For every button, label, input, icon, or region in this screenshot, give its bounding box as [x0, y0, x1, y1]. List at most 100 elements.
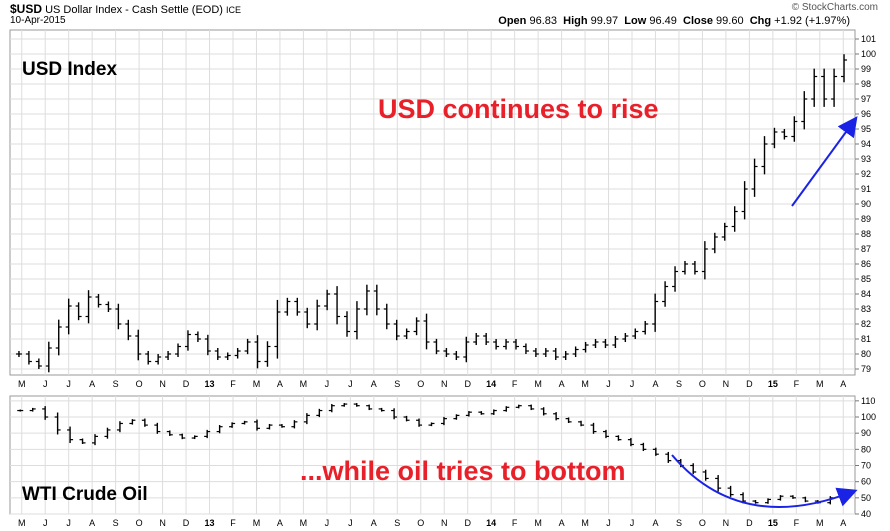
- usd-xtick-label: 15: [768, 379, 778, 389]
- oil-ytick-label: 80: [861, 444, 871, 454]
- usd-ytick-label: 85: [861, 274, 871, 284]
- oil-xtick-label: F: [794, 518, 800, 528]
- usd-xtick-label: D: [746, 379, 753, 389]
- chart-date: 10-Apr-2015: [10, 15, 66, 26]
- oil-xtick-label: J: [325, 518, 330, 528]
- oil-xtick-label: M: [300, 518, 308, 528]
- usd-xtick-label: S: [394, 379, 400, 389]
- oil-xtick-label: A: [371, 518, 377, 528]
- usd-xtick-label: A: [652, 379, 658, 389]
- oil-panel-frame: [9, 395, 856, 515]
- usd-ytick-label: 83: [861, 304, 871, 314]
- usd-ytick-label: 96: [861, 109, 871, 119]
- oil-xtick-label: S: [113, 518, 119, 528]
- usd-xtick-label: J: [66, 379, 71, 389]
- usd-xtick-label: F: [512, 379, 518, 389]
- usd-ytick-label: 99: [861, 64, 871, 74]
- oil-xtick-label: N: [159, 518, 166, 528]
- usd-xtick-label: A: [277, 379, 283, 389]
- oil-ytick-label: 100: [861, 412, 876, 422]
- usd-xtick-label: J: [325, 379, 330, 389]
- oil-xtick-label: F: [230, 518, 236, 528]
- oil-annotation: ...while oil tries to bottom: [300, 456, 626, 486]
- usd-xtick-label: S: [676, 379, 682, 389]
- oil-xtick-label: J: [606, 518, 611, 528]
- low-value: 96.49: [649, 15, 677, 27]
- oil-xtick-label: J: [630, 518, 635, 528]
- oil-ytick-label: 90: [861, 428, 871, 438]
- usd-ytick-label: 81: [861, 334, 871, 344]
- oil-xtick-label: 15: [768, 518, 778, 528]
- usd-y-axis: 79 80 81 82 83 84 85 86 87 88 89 90 91 92 93 94 95 96 97 98…: [855, 34, 876, 374]
- oil-xtick-label: A: [89, 518, 95, 528]
- usd-xtick-label: A: [89, 379, 95, 389]
- high-value: 99.97: [590, 15, 619, 27]
- usd-xtick-label: O: [699, 379, 706, 389]
- usd-ytick-label: 93: [861, 154, 871, 164]
- open-label: Open: [498, 15, 527, 27]
- oil-xtick-label: 14: [486, 518, 496, 528]
- usd-ytick-label: 84: [861, 289, 871, 299]
- usd-xtick-label: M: [253, 379, 261, 389]
- usd-ytick-label: 90: [861, 199, 871, 209]
- usd-xtick-label: J: [606, 379, 611, 389]
- exchange: ICE: [226, 5, 242, 15]
- chart-header-line1: $USD US Dollar Index - Cash Settle (EOD)…: [10, 2, 241, 16]
- oil-xtick-label: 13: [205, 518, 215, 528]
- usd-ytick-label: 88: [861, 229, 871, 239]
- usd-xtick-label: F: [230, 379, 236, 389]
- usd-ytick-label: 79: [861, 364, 871, 374]
- oil-series: [17, 403, 846, 505]
- oil-xtick-label: A: [559, 518, 565, 528]
- close-value: 99.60: [716, 15, 744, 27]
- oil-xtick-label: S: [394, 518, 400, 528]
- oil-bottom-arrow: [671, 454, 858, 508]
- oil-x-axis: M J J A S O N D 13 F M A M J J A S O N D 14 F M A M J J A S O N D 15 F M A: [18, 518, 846, 528]
- oil-xtick-label: D: [464, 518, 471, 528]
- oil-xtick-label: J: [348, 518, 353, 528]
- usd-xtick-label: N: [441, 379, 448, 389]
- usd-ytick-label: 87: [861, 244, 871, 254]
- oil-xtick-label: O: [699, 518, 706, 528]
- oil-xtick-label: J: [43, 518, 48, 528]
- ohlc-readout: Open 96.83 High 99.97 Low 96.49 Close 99…: [498, 15, 850, 27]
- oil-xtick-label: J: [66, 518, 71, 528]
- oil-ytick-label: 40: [861, 509, 871, 519]
- chg-label: Chg: [749, 15, 772, 27]
- usd-xtick-label: A: [371, 379, 377, 389]
- oil-ytick-label: 50: [861, 493, 871, 503]
- usd-xtick-label: 14: [486, 379, 496, 389]
- usd-x-axis: M J J A S O N D 13 F M A M J J A S O N D 14 F M A M J J A S O N D 15 F M A: [18, 379, 846, 389]
- oil-xtick-label: A: [652, 518, 658, 528]
- usd-series: [15, 54, 848, 373]
- oil-xtick-label: N: [441, 518, 448, 528]
- usd-xtick-label: M: [18, 379, 26, 389]
- usd-annotation: USD continues to rise: [378, 94, 659, 124]
- usd-ytick-label: 86: [861, 259, 871, 269]
- usd-xtick-label: M: [816, 379, 824, 389]
- oil-xtick-label: O: [417, 518, 424, 528]
- oil-ytick-label: 60: [861, 477, 871, 487]
- usd-xtick-label: O: [136, 379, 143, 389]
- usd-xtick-label: A: [840, 379, 846, 389]
- usd-xtick-label: M: [581, 379, 589, 389]
- oil-xtick-label: M: [534, 518, 542, 528]
- usd-xtick-label: J: [348, 379, 353, 389]
- usd-trend-arrow: [791, 116, 858, 207]
- oil-xtick-label: S: [676, 518, 682, 528]
- oil-xtick-label: M: [581, 518, 589, 528]
- usd-ytick-label: 80: [861, 349, 871, 359]
- usd-panel-title: USD Index: [22, 59, 117, 80]
- usd-xtick-label: D: [183, 379, 190, 389]
- oil-xtick-label: A: [840, 518, 846, 528]
- open-value: 96.83: [529, 15, 557, 27]
- oil-ytick-label: 70: [861, 461, 871, 471]
- usd-xtick-label: O: [417, 379, 424, 389]
- usd-panel-frame: [9, 29, 856, 376]
- high-label: High: [563, 15, 588, 27]
- usd-ytick-label: 91: [861, 184, 871, 194]
- usd-ytick-label: 89: [861, 214, 871, 224]
- oil-grid: [10, 396, 855, 515]
